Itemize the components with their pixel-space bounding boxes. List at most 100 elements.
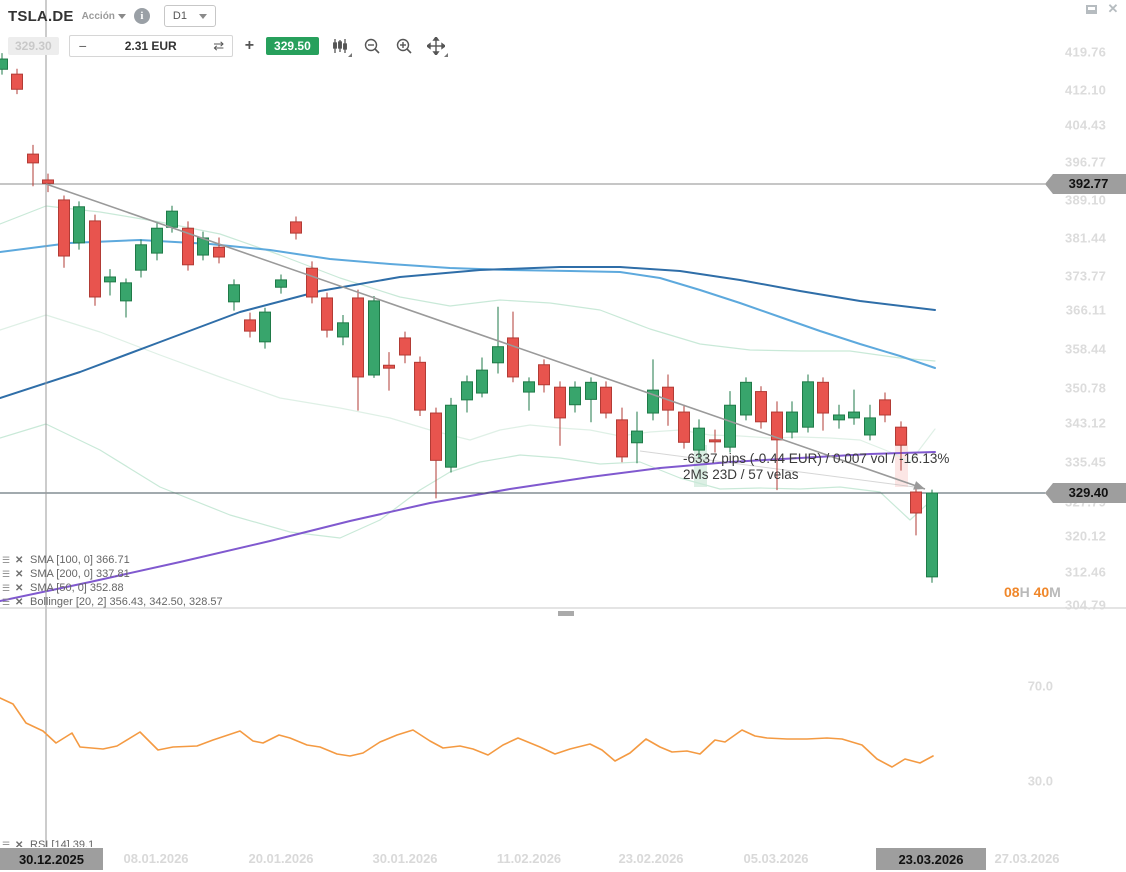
candlestick[interactable] (166, 210, 178, 228)
candlestick[interactable] (833, 414, 845, 421)
candlestick[interactable] (275, 279, 287, 288)
candlestick[interactable] (523, 381, 535, 393)
quantity-value[interactable]: 2.31 EUR (124, 39, 177, 53)
candlestick[interactable] (27, 153, 39, 164)
candlestick[interactable] (755, 391, 767, 423)
candlestick[interactable] (709, 439, 721, 443)
close-icon[interactable]: ✕ (1107, 1, 1119, 16)
legend-remove-icon[interactable]: ✕ (15, 839, 24, 851)
candlestick[interactable] (569, 386, 581, 406)
candlestick[interactable] (182, 227, 194, 266)
candlestick[interactable] (151, 227, 163, 254)
candlestick[interactable] (461, 381, 473, 401)
candlestick[interactable] (321, 297, 333, 331)
legend-settings-icon[interactable]: ☰ (2, 568, 11, 579)
candlestick[interactable] (290, 221, 302, 234)
panel-resize-handle[interactable] (558, 611, 574, 616)
candlestick[interactable] (399, 337, 411, 356)
candlestick[interactable] (879, 399, 891, 416)
restore-window-icon[interactable] (1084, 2, 1098, 16)
price-axis-label: 335.45 (1065, 454, 1106, 470)
candlestick[interactable] (42, 179, 54, 184)
candlestick[interactable] (802, 381, 814, 428)
timeframe-select[interactable]: D1 (163, 5, 216, 27)
candlestick[interactable] (368, 300, 380, 376)
candlestick[interactable] (135, 244, 147, 271)
candlestick[interactable] (58, 199, 70, 257)
candlestick[interactable] (848, 411, 860, 419)
measure-line-secondary (639, 450, 923, 489)
chart-type-icon[interactable] (329, 36, 352, 57)
candlestick[interactable] (383, 364, 395, 369)
price-axis-label: 343.12 (1065, 415, 1106, 431)
candlestick[interactable] (89, 220, 101, 298)
candlestick[interactable] (910, 491, 922, 514)
candlestick[interactable] (585, 381, 597, 400)
candlestick[interactable] (120, 282, 132, 302)
candlestick[interactable] (337, 322, 349, 338)
date-axis-badge: 30.12.2025 (0, 848, 103, 870)
swap-icon[interactable]: ⇄ (213, 38, 225, 53)
candlestick[interactable] (306, 267, 318, 298)
candlestick[interactable] (600, 386, 612, 414)
candlestick[interactable] (693, 427, 705, 451)
candlestick[interactable] (507, 337, 519, 378)
candlestick[interactable] (244, 319, 256, 332)
candlestick[interactable] (104, 276, 116, 283)
date-axis-label: 11.02.2026 (496, 851, 562, 866)
candlestick[interactable] (445, 404, 457, 468)
candlestick[interactable] (73, 206, 85, 244)
info-icon[interactable]: i (133, 8, 150, 24)
candlestick[interactable] (724, 404, 736, 448)
candlestick[interactable] (771, 411, 783, 441)
candlestick[interactable] (352, 297, 364, 378)
bid-price-button[interactable]: 329.30 (8, 37, 59, 55)
legend-remove-icon[interactable]: ✕ (15, 582, 24, 594)
rsi-axis-label: 30.0 (1027, 773, 1053, 789)
candlestick[interactable] (864, 417, 876, 436)
candlestick[interactable] (228, 284, 240, 303)
price-axis-label: 389.10 (1065, 192, 1106, 208)
candlestick[interactable] (895, 426, 907, 446)
candlestick[interactable] (476, 369, 488, 394)
candlestick[interactable] (213, 246, 225, 258)
zoom-out-icon[interactable] (361, 36, 383, 56)
legend-settings-icon[interactable]: ☰ (2, 596, 11, 607)
candlestick[interactable] (430, 412, 442, 461)
legend-remove-icon[interactable]: ✕ (15, 596, 24, 608)
candlestick[interactable] (926, 492, 938, 578)
quantity-decrease-button[interactable]: − (78, 38, 87, 54)
candlestick[interactable] (538, 364, 550, 386)
candlestick[interactable] (631, 430, 643, 444)
candlestick[interactable] (414, 361, 426, 411)
legend-remove-icon[interactable]: ✕ (15, 568, 24, 580)
candlestick[interactable] (817, 381, 829, 414)
instrument-type-dropdown[interactable]: Acción (82, 11, 126, 22)
bollinger-lower (0, 423, 936, 539)
legend-settings-icon[interactable]: ☰ (2, 554, 11, 565)
candlestick[interactable] (616, 419, 628, 458)
quantity-increase-button[interactable]: + (244, 37, 255, 54)
pan-crosshair-icon[interactable] (425, 36, 448, 57)
legend-settings-icon[interactable]: ☰ (2, 582, 11, 593)
ask-price-button[interactable]: 329.50 (266, 37, 319, 55)
chart-toolbar: TSLA.DE Acción i D1 329.30 − 2.31 EUR ⇄ … (8, 4, 448, 57)
price-axis-label: 373.77 (1065, 268, 1106, 284)
candlestick[interactable] (554, 386, 566, 419)
candlestick[interactable] (492, 346, 504, 364)
zoom-in-icon[interactable] (393, 36, 415, 56)
candlestick[interactable] (740, 381, 752, 416)
price-axis-label: 404.43 (1065, 117, 1106, 133)
instrument-symbol: TSLA.DE (8, 7, 74, 25)
candlestick[interactable] (647, 389, 659, 414)
candlestick[interactable] (786, 411, 798, 433)
price-axis-label: 358.44 (1065, 341, 1106, 357)
candlestick[interactable] (0, 58, 8, 70)
candlestick[interactable] (259, 311, 271, 343)
date-axis[interactable]: 08.01.2026 20.01.2026 30.01.2026 11.02.2026… (0, 847, 1126, 872)
legend-remove-icon[interactable]: ✕ (15, 554, 24, 566)
candlestick[interactable] (678, 411, 690, 443)
candlestick[interactable] (11, 73, 23, 90)
legend-settings-icon[interactable]: ☰ (2, 839, 11, 850)
